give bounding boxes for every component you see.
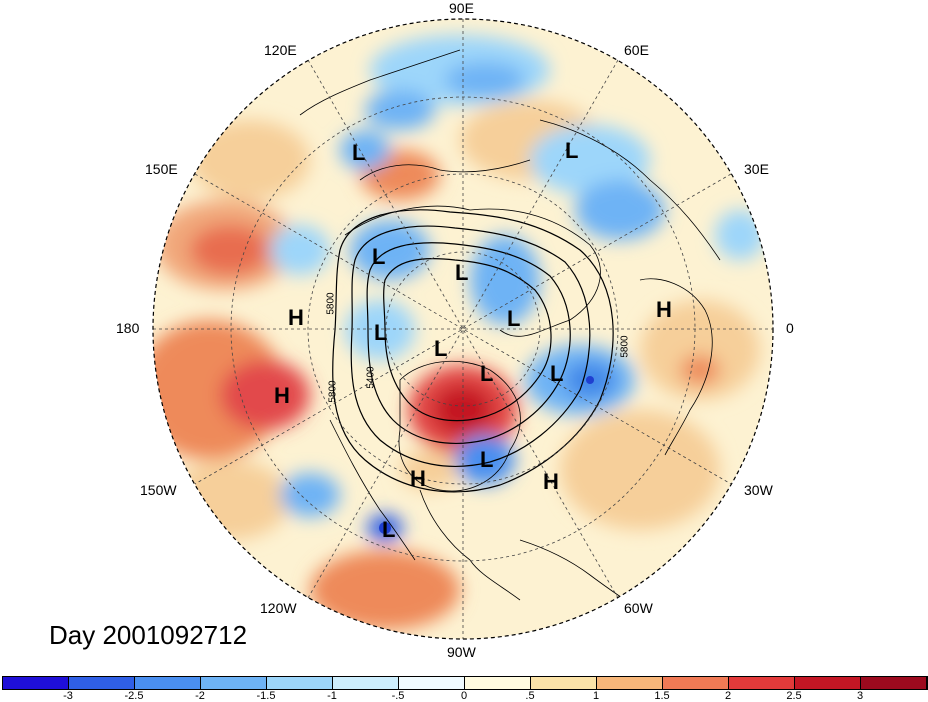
colorbar-swatch: [597, 677, 663, 689]
colorbar-swatch: [135, 677, 201, 689]
contour-label: 5400: [365, 366, 377, 389]
high-pressure-marker: H: [410, 466, 426, 491]
lon-label-30e: 30E: [744, 161, 769, 177]
low-pressure-marker: L: [565, 138, 579, 163]
height-contours: [332, 209, 614, 493]
colorbar-tick-label: -1.5: [256, 690, 276, 702]
colorbar-swatch: [663, 677, 729, 689]
low-pressure-marker: L: [434, 336, 448, 361]
low-pressure-marker: L: [480, 447, 494, 472]
colorbar-swatch: [201, 677, 267, 689]
low-pressure-marker: L: [507, 306, 521, 331]
low-pressure-marker: L: [352, 140, 366, 165]
lon-label-150w: 150W: [140, 482, 177, 498]
low-pressure-marker: L: [374, 320, 388, 345]
contour-label: 5800: [325, 292, 337, 315]
lon-label-120e: 120E: [264, 42, 297, 58]
lon-label-150e: 150E: [145, 161, 178, 177]
colorbar-swatch: [795, 677, 861, 689]
low-pressure-marker: L: [480, 361, 494, 386]
colorbar-tick-label: .5: [525, 690, 535, 702]
high-pressure-marker: H: [543, 469, 559, 494]
colorbar-swatch: [861, 677, 927, 689]
contour-label: 5800: [327, 380, 339, 403]
colorbar-tick-label: 0: [460, 690, 468, 702]
colorbar-tick-label: -2.5: [124, 690, 144, 702]
colorbar-swatch: [333, 677, 399, 689]
high-pressure-marker: H: [274, 383, 290, 408]
high-pressure-marker: H: [288, 305, 304, 330]
colorbar-swatch: [729, 677, 795, 689]
colorbar-swatch: [465, 677, 531, 689]
lon-label-180: 180: [116, 320, 140, 336]
date-title: Day 2001092712: [49, 620, 248, 650]
colorbar-swatch: [69, 677, 135, 689]
colorbar-tick-label: -.5: [391, 690, 405, 702]
colorbar-tick-label: -2: [195, 690, 205, 702]
contour-label: 5800: [619, 335, 631, 358]
lon-label-30w: 30W: [744, 482, 773, 498]
colorbar-swatch: [531, 677, 597, 689]
colorbar-swatch: [267, 677, 333, 689]
lon-label-60e: 60E: [624, 42, 649, 58]
high-pressure-marker: H: [656, 297, 672, 322]
colorbar-tick-label: -1: [327, 690, 337, 702]
lon-label-90e: 90E: [449, 0, 474, 16]
lon-label-60w: 60W: [624, 600, 653, 616]
graticule: [153, 19, 773, 639]
colorbar-tick-label: 1.5: [654, 690, 670, 702]
colorbar-tick-label: 2.5: [786, 690, 802, 702]
colorbar: [2, 676, 928, 690]
colorbar-swatch: [3, 677, 69, 689]
lon-label-120w: 120W: [260, 600, 297, 616]
colorbar-tick-label: 2: [724, 690, 732, 702]
low-pressure-marker: L: [455, 260, 469, 285]
low-pressure-marker: L: [550, 361, 564, 386]
low-pressure-marker: L: [372, 244, 386, 269]
low-pressure-marker: L: [382, 517, 396, 542]
colorbar-tick-label: 3: [856, 690, 864, 702]
lon-label-0: 0: [786, 320, 794, 336]
colorbar-swatch: [399, 677, 465, 689]
map-boundary: [152, 18, 774, 640]
lon-label-90w: 90W: [447, 644, 476, 660]
colorbar-tick-label: 1: [592, 690, 600, 702]
colorbar-tick-label: -3: [63, 690, 73, 702]
